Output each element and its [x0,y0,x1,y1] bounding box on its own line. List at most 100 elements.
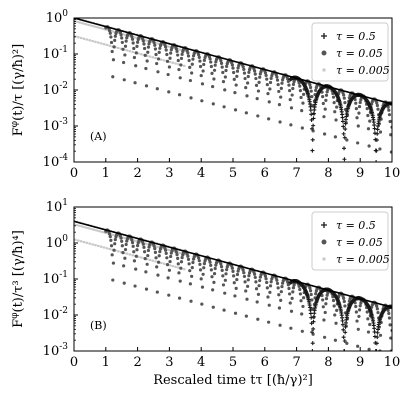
point-marker [223,75,227,79]
x-tick-label: 4 [197,166,205,181]
point-marker [80,37,83,40]
point-marker [234,83,238,87]
point-marker [309,330,314,335]
point-marker [109,40,114,45]
point-marker [354,101,358,105]
point-marker [79,225,82,228]
point-marker [168,249,171,252]
point-marker [235,278,239,282]
point-marker [135,248,139,252]
point-marker [356,124,360,128]
point-marker [277,293,281,297]
point-marker [342,146,347,151]
point-marker [167,293,171,297]
point-marker [277,103,282,107]
point-marker [279,95,283,99]
point-marker [388,119,392,124]
point-marker [335,105,339,109]
series-1 [288,278,392,351]
point-marker [374,349,379,351]
point-marker [99,27,102,30]
point-marker [340,322,345,327]
point-marker [376,107,380,111]
envelope-line [74,220,392,309]
point-marker [89,24,92,27]
point-marker [264,73,268,78]
point-marker [275,281,280,286]
point-marker [331,298,336,303]
point-marker [265,82,269,87]
point-marker [242,67,246,71]
legend: τ = 0.5 τ = 0.05 τ = 0.005 [311,22,390,82]
point-marker [357,314,361,319]
point-marker [375,330,380,335]
point-marker [101,27,104,30]
point-marker [255,300,259,304]
point-marker [75,20,78,23]
point-marker [112,30,115,33]
point-marker [119,33,123,37]
point-marker [119,236,123,240]
point-marker [219,262,223,266]
point-marker [265,286,269,290]
point-marker [137,255,140,258]
point-marker [324,297,329,301]
point-marker [153,43,157,47]
point-marker [123,237,126,240]
point-marker [154,52,158,57]
point-marker [106,247,109,250]
point-marker [129,50,132,53]
point-marker [308,289,313,293]
x-tick-label: 5 [229,355,237,370]
point-marker [342,93,346,97]
point-marker [78,21,81,24]
point-marker [178,279,182,283]
point-marker [235,272,240,277]
point-marker [87,24,90,27]
point-marker [187,262,191,266]
point-marker [267,100,271,104]
point-marker [375,127,380,132]
point-marker [157,254,161,258]
point-marker [145,39,148,42]
point-marker [176,58,180,63]
point-marker [257,284,261,288]
point-marker [126,49,129,52]
x-tick-label: 0 [70,355,78,370]
point-marker [310,137,315,142]
point-marker [166,248,169,251]
point-marker [99,230,102,233]
point-marker [135,44,139,48]
point-marker [179,260,184,264]
point-marker [96,229,99,232]
point-marker [365,107,369,111]
point-marker [89,39,92,42]
point-marker [89,242,92,245]
point-marker [201,272,205,276]
point-marker [122,236,125,239]
point-marker [135,240,138,243]
point-marker [113,242,117,246]
point-marker [121,47,125,51]
point-marker [139,241,142,244]
point-marker [224,272,228,276]
point-marker [111,75,115,79]
point-marker [266,295,270,299]
legend-marker [322,257,326,261]
point-marker [375,101,379,105]
point-marker [372,131,377,136]
legend-marker [322,68,326,72]
point-marker [106,232,109,235]
point-marker [167,90,171,94]
point-marker [353,97,357,102]
point-marker [288,301,292,305]
point-marker [308,83,312,87]
point-marker [342,339,347,344]
point-marker [247,70,251,74]
point-marker [120,36,124,40]
point-marker [232,274,236,278]
point-marker [109,35,113,39]
point-marker [225,64,229,68]
x-tick-label: 0 [70,166,78,181]
point-marker [146,50,150,54]
